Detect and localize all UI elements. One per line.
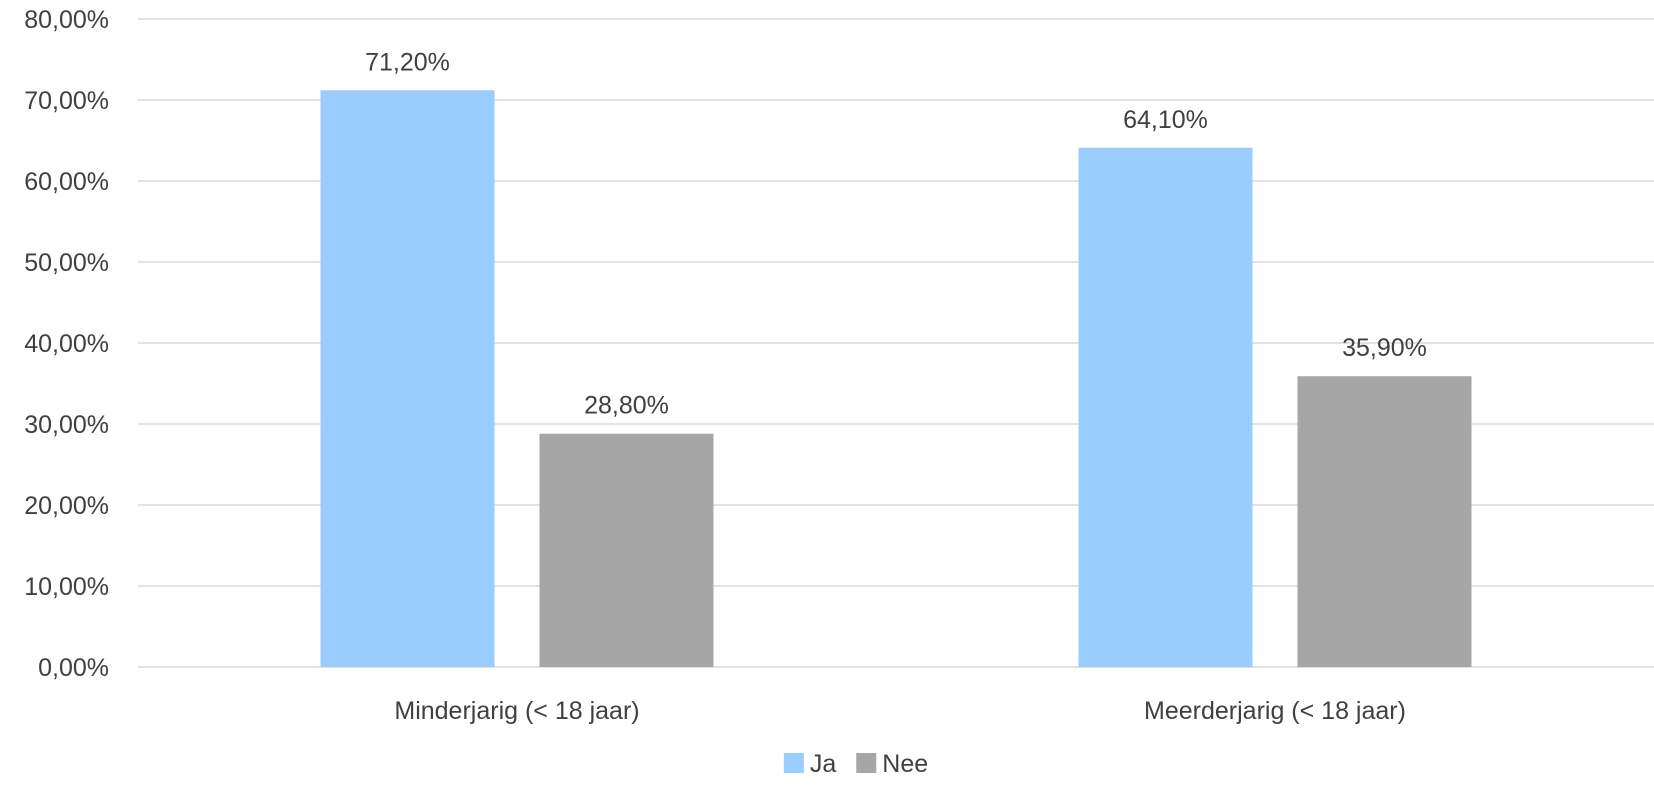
bars — [320, 90, 1472, 668]
category-label: Minderjarig (< 18 jaar) — [394, 697, 639, 725]
data-label: 35,90% — [1342, 334, 1427, 362]
x-axis-category-labels: Minderjarig (< 18 jaar) Meerderjarig (< 1… — [394, 697, 1406, 725]
legend-label: Nee — [882, 750, 928, 778]
y-tick-label: 60,00% — [24, 168, 109, 196]
category-label: Meerderjarig (< 18 jaar) — [1144, 697, 1406, 725]
y-tick-label: 40,00% — [24, 330, 109, 358]
y-tick-label: 0,00% — [38, 654, 109, 682]
data-label: 64,10% — [1123, 106, 1208, 134]
bar-nee-1 — [1297, 376, 1472, 667]
y-tick-label: 20,00% — [24, 492, 109, 520]
legend: Ja Nee — [783, 750, 928, 778]
bar-ja-1 — [1078, 147, 1253, 668]
y-tick-label: 80,00% — [24, 6, 109, 34]
y-axis-tick-labels: 0,00% 10,00% 20,00% 30,00% 40,00% 50,00% 60,00… — [24, 6, 109, 682]
legend-swatch-ja — [783, 753, 804, 773]
legend-swatch-nee — [856, 753, 877, 773]
y-tick-label: 10,00% — [24, 573, 109, 601]
bar-nee-0 — [539, 433, 714, 667]
data-labels: 71,20% 28,80% 64,10% 35,90% — [365, 48, 1427, 419]
y-tick-label: 50,00% — [24, 249, 109, 277]
y-tick-label: 30,00% — [24, 411, 109, 439]
bar-ja-0 — [320, 90, 495, 667]
legend-label: Ja — [810, 750, 837, 778]
data-label: 28,80% — [584, 392, 669, 420]
y-tick-label: 70,00% — [24, 87, 109, 115]
data-label: 71,20% — [365, 48, 450, 76]
